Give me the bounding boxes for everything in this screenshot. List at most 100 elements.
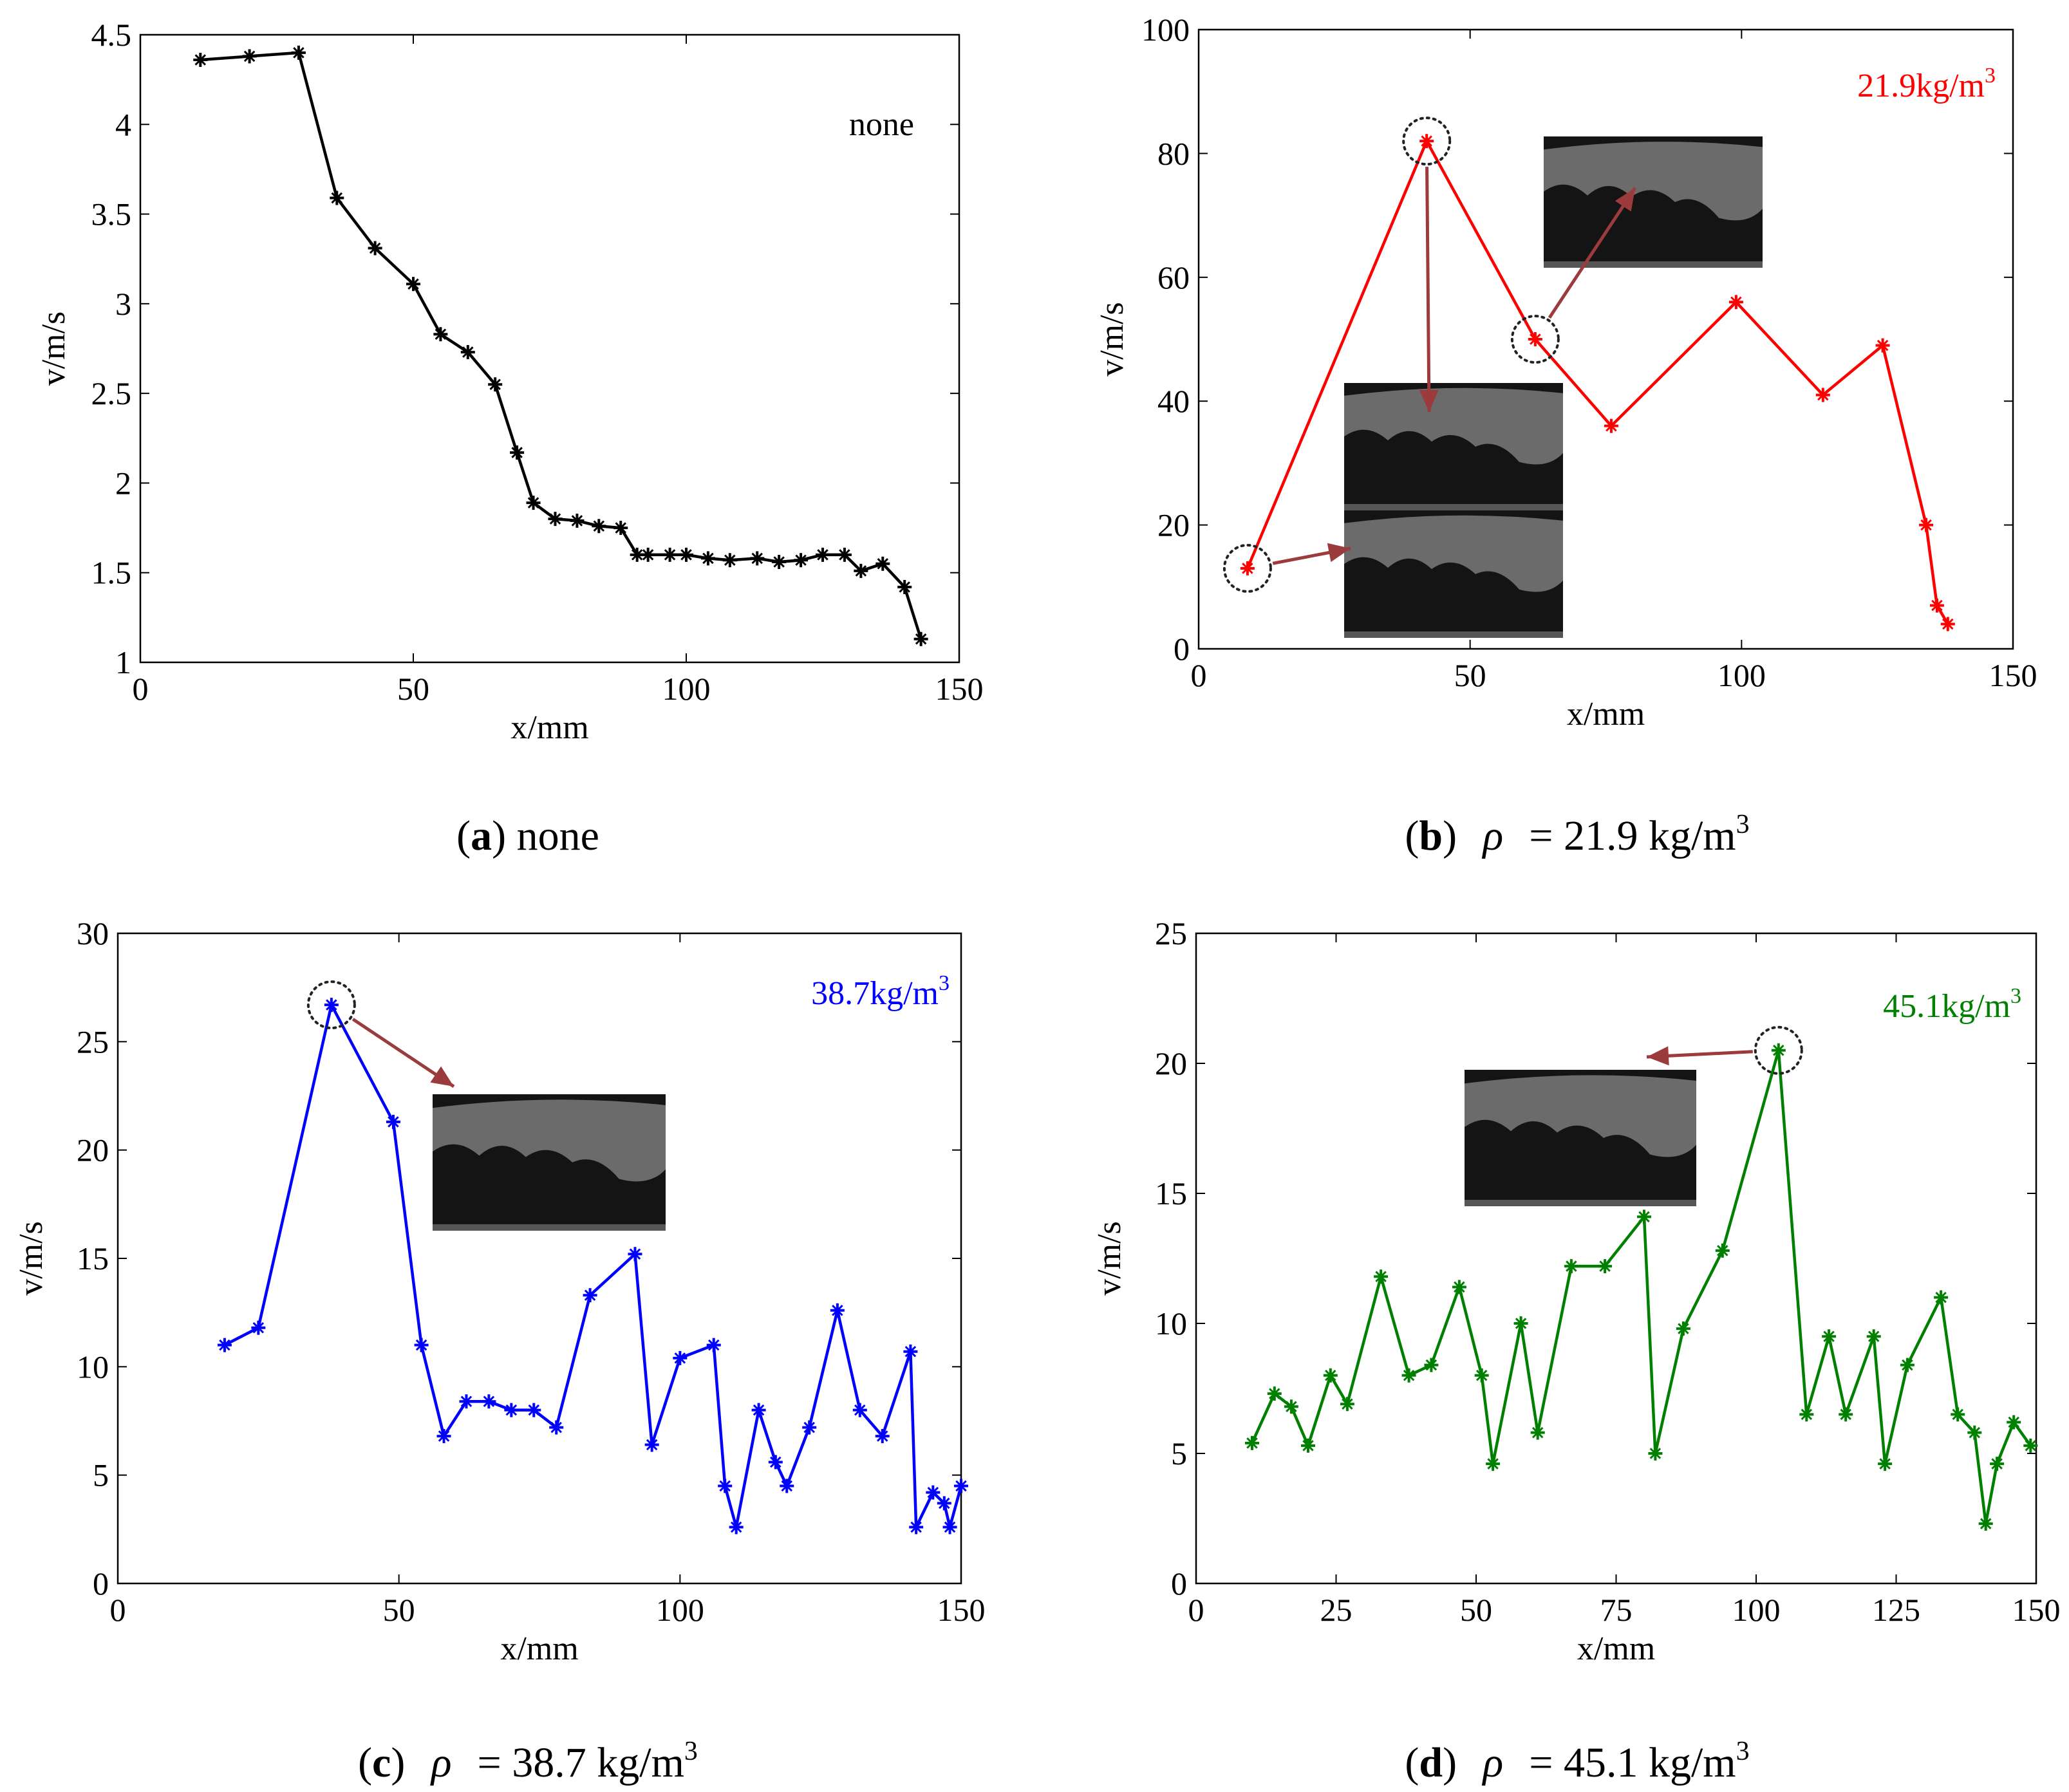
x-axis-label: x/mm bbox=[1577, 1630, 1655, 1667]
data-point-5 bbox=[436, 1429, 451, 1444]
plot-frame bbox=[1197, 28, 2014, 650]
data-point-4 bbox=[414, 1338, 429, 1352]
data-point-17 bbox=[1648, 1446, 1663, 1461]
series-line bbox=[1250, 1049, 2032, 1526]
inset-photo-scale-bar-1 bbox=[1344, 504, 1563, 510]
x-tick-label: 0 bbox=[133, 671, 149, 707]
data-point-14 bbox=[613, 521, 628, 536]
panel-caption-text: = 45.1 kg/m bbox=[1529, 1739, 1736, 1786]
annotation-arrowhead-0 bbox=[1419, 389, 1439, 412]
panel-c: 0 50 100 150051015202530x/mmv/m/s38.7kg/m3(… bbox=[13, 915, 986, 1786]
data-point-6 bbox=[459, 1394, 474, 1409]
panel-caption-letter: a bbox=[471, 812, 492, 859]
data-point-28 bbox=[1951, 1407, 1965, 1422]
x-tick-label: 0 bbox=[1188, 1592, 1204, 1628]
data-point-18 bbox=[751, 1403, 766, 1417]
data-point-21 bbox=[802, 1420, 817, 1435]
data-point-32 bbox=[2007, 1415, 2021, 1430]
data-point-4 bbox=[368, 241, 382, 256]
highlight-circle-0 bbox=[1222, 543, 1272, 593]
data-point-24 bbox=[1866, 1329, 1881, 1344]
x-tick-label: 100 bbox=[662, 671, 711, 707]
inset-photo-scale-bar-2 bbox=[1344, 631, 1563, 638]
x-tick-label: 75 bbox=[1600, 1592, 1633, 1628]
data-point-8 bbox=[1929, 598, 1944, 613]
data-point-25 bbox=[837, 547, 852, 562]
y-tick-label: 25 bbox=[1155, 915, 1187, 951]
data-point-23 bbox=[1839, 1407, 1853, 1422]
data-point-7 bbox=[1401, 1368, 1416, 1383]
highlight-circle-0 bbox=[1754, 1025, 1803, 1075]
annotation-arrowhead-2 bbox=[1327, 543, 1351, 563]
data-point-26 bbox=[1900, 1358, 1915, 1372]
data-point-11 bbox=[548, 512, 563, 527]
series-annotation-superscript: 3 bbox=[939, 971, 950, 995]
series-annotation-superscript: 3 bbox=[1985, 64, 1996, 88]
data-point-3 bbox=[1301, 1438, 1315, 1453]
data-point-12 bbox=[570, 513, 585, 528]
panel-caption: (c) ρ = 38.7 kg/m3 bbox=[358, 1737, 698, 1786]
data-point-13 bbox=[592, 519, 606, 534]
data-point-10 bbox=[1474, 1368, 1489, 1383]
panel-caption-text: none bbox=[517, 812, 599, 859]
data-point-20 bbox=[722, 553, 737, 568]
data-point-16 bbox=[718, 1479, 733, 1493]
data-point-25 bbox=[1878, 1457, 1893, 1471]
y-tick-label: 0 bbox=[93, 1565, 109, 1601]
data-point-13 bbox=[1530, 1425, 1545, 1440]
y-tick-label: 5 bbox=[1171, 1435, 1187, 1471]
y-tick-label: 4.5 bbox=[91, 17, 132, 53]
y-tick-label: 4 bbox=[115, 106, 131, 142]
y-tick-label: 15 bbox=[77, 1240, 109, 1276]
data-point-11 bbox=[583, 1288, 597, 1303]
panel-caption: (d) ρ = 45.1 kg/m3 bbox=[1405, 1737, 1749, 1786]
inset-photo-scale-bar-0 bbox=[1465, 1200, 1696, 1206]
data-point-3 bbox=[1604, 418, 1618, 433]
y-tick-label: 25 bbox=[77, 1023, 109, 1059]
data-point-4 bbox=[1323, 1368, 1338, 1383]
data-point-0 bbox=[1240, 561, 1255, 575]
panel-caption-superscript: 3 bbox=[1736, 1737, 1750, 1766]
x-axis-label: x/mm bbox=[1567, 696, 1645, 733]
data-point-2 bbox=[291, 45, 306, 60]
panel-caption-rho: ρ bbox=[1482, 812, 1504, 859]
y-tick-label: 1 bbox=[115, 644, 131, 680]
panel-caption-letter: d bbox=[1419, 1739, 1443, 1786]
data-point-30 bbox=[1978, 1517, 1993, 1531]
data-point-12 bbox=[628, 1247, 642, 1262]
data-point-9 bbox=[1940, 617, 1955, 631]
inset-photo-highlight-0 bbox=[1465, 1075, 1696, 1157]
series-annotation: 45.1kg/m3 bbox=[1883, 984, 2021, 1025]
y-axis-label: v/m/s bbox=[1094, 302, 1130, 377]
panel-a: 0 50 100 15011.522.533.544.5x/mmv/m/snone(a… bbox=[35, 17, 984, 859]
data-point-1 bbox=[1267, 1386, 1282, 1401]
y-axis-label: v/m/s bbox=[1091, 1221, 1128, 1296]
data-point-17 bbox=[729, 1520, 744, 1535]
data-point-23 bbox=[852, 1403, 867, 1417]
annotation-arrow-0 bbox=[1425, 167, 1431, 413]
data-point-31 bbox=[1990, 1457, 2005, 1471]
annotation-arrowhead-0 bbox=[1647, 1046, 1669, 1066]
inset-photo-scale-bar-0 bbox=[433, 1224, 666, 1231]
series-annotation-superscript: 3 bbox=[2010, 984, 2021, 1008]
data-point-20 bbox=[1771, 1043, 1786, 1058]
y-tick-label: 0 bbox=[1171, 1565, 1187, 1601]
data-point-11 bbox=[1486, 1457, 1501, 1471]
data-point-17 bbox=[662, 547, 677, 562]
data-point-9 bbox=[527, 1403, 541, 1417]
y-tick-label: 0 bbox=[1174, 631, 1190, 667]
data-point-27 bbox=[1934, 1290, 1949, 1305]
data-point-1 bbox=[242, 49, 257, 64]
data-point-3 bbox=[386, 1114, 400, 1129]
data-point-0 bbox=[193, 53, 208, 67]
plot-frame bbox=[117, 932, 962, 1585]
series-line bbox=[1246, 139, 1949, 625]
data-point-26 bbox=[854, 563, 868, 578]
series-line bbox=[223, 1003, 963, 1529]
data-point-2 bbox=[1528, 332, 1542, 346]
x-tick-label: 50 bbox=[1460, 1592, 1492, 1628]
data-point-22 bbox=[830, 1303, 845, 1318]
data-point-10 bbox=[526, 496, 541, 510]
data-point-3 bbox=[330, 191, 344, 205]
series-annotation: 38.7kg/m3 bbox=[811, 971, 950, 1012]
